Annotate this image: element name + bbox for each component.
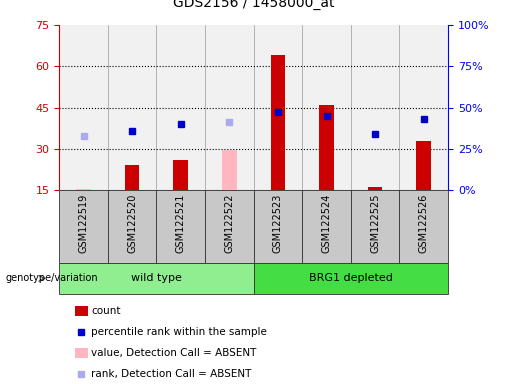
Bar [222, 150, 236, 190]
Bar [368, 187, 383, 190]
Text: count: count [91, 306, 121, 316]
Bar [253, 25, 302, 190]
Bar [157, 25, 205, 190]
Text: GSM122521: GSM122521 [176, 194, 186, 253]
Bar [59, 190, 108, 263]
Bar [125, 165, 140, 190]
Bar [174, 160, 188, 190]
Bar [205, 25, 253, 190]
Bar [253, 263, 448, 294]
Bar [302, 190, 351, 263]
Text: GSM122526: GSM122526 [419, 194, 429, 253]
Bar [59, 25, 108, 190]
Text: percentile rank within the sample: percentile rank within the sample [91, 327, 267, 337]
Text: GDS2156 / 1458000_at: GDS2156 / 1458000_at [173, 0, 334, 10]
Bar [417, 141, 431, 190]
Text: rank, Detection Call = ABSENT: rank, Detection Call = ABSENT [91, 369, 251, 379]
Bar [108, 25, 157, 190]
Bar [400, 25, 448, 190]
Text: GSM122519: GSM122519 [78, 194, 89, 253]
Bar [108, 190, 157, 263]
Text: GSM122522: GSM122522 [225, 194, 234, 253]
Bar [271, 55, 285, 190]
Bar [319, 105, 334, 190]
Bar [351, 25, 400, 190]
Bar [157, 190, 205, 263]
Text: GSM122524: GSM122524 [321, 194, 332, 253]
Text: BRG1 depleted: BRG1 depleted [309, 273, 393, 283]
Bar [205, 190, 253, 263]
Bar [351, 190, 400, 263]
Text: genotype/variation: genotype/variation [5, 273, 98, 283]
Bar [253, 190, 302, 263]
Bar [76, 189, 91, 190]
Text: GSM122525: GSM122525 [370, 194, 380, 253]
Text: GSM122520: GSM122520 [127, 194, 137, 253]
Bar [400, 190, 448, 263]
Bar [302, 25, 351, 190]
Text: wild type: wild type [131, 273, 182, 283]
Text: value, Detection Call = ABSENT: value, Detection Call = ABSENT [91, 348, 256, 358]
Text: GSM122523: GSM122523 [273, 194, 283, 253]
Bar [59, 263, 253, 294]
